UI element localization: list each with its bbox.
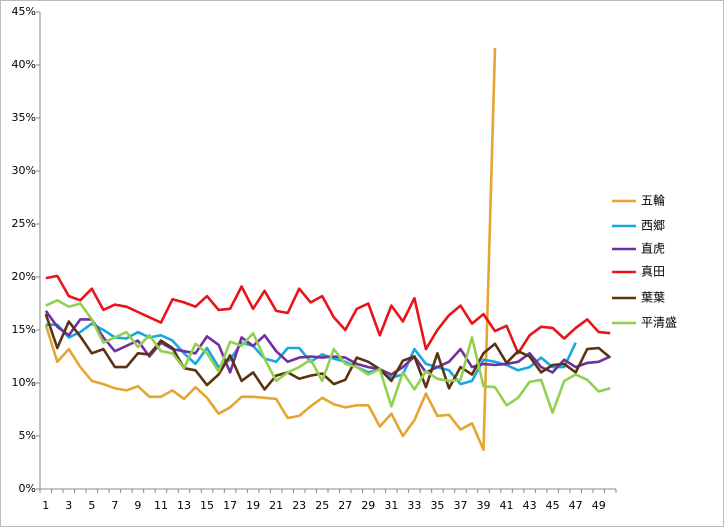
x-tick-label: 11 xyxy=(154,499,168,512)
x-tick-label: 37 xyxy=(453,499,467,512)
x-tick-label: 27 xyxy=(338,499,352,512)
legend-label: 直虎 xyxy=(641,242,665,256)
series-line xyxy=(45,299,611,414)
x-tick-label: 35 xyxy=(430,499,444,512)
x-tick-label: 31 xyxy=(384,499,398,512)
x-tick-label: 21 xyxy=(269,499,283,512)
y-tick-label: 5% xyxy=(19,429,36,442)
x-tick-label: 29 xyxy=(361,499,375,512)
x-tick-label: 9 xyxy=(134,499,141,512)
x-tick-label: 5 xyxy=(88,499,95,512)
legend-label: 五輪 xyxy=(641,193,665,208)
x-tick-label: 39 xyxy=(477,499,491,512)
x-tick-label: 41 xyxy=(500,499,514,512)
y-tick-label: 25% xyxy=(12,217,36,230)
legend-label: 真田 xyxy=(641,265,665,279)
legend-label: 西郷 xyxy=(641,219,665,233)
y-tick-label: 35% xyxy=(12,111,36,124)
y-tick-label: 0% xyxy=(19,482,36,495)
x-tick-label: 25 xyxy=(315,499,329,512)
x-tick-label: 13 xyxy=(177,499,191,512)
x-tick-label: 19 xyxy=(246,499,260,512)
x-tick-label: 15 xyxy=(200,499,214,512)
y-tick-label: 10% xyxy=(12,376,36,389)
y-tick-label: 15% xyxy=(12,323,36,336)
x-tick-label: 33 xyxy=(407,499,421,512)
legend-label: 平清盛 xyxy=(641,315,677,330)
x-tick-label: 45 xyxy=(546,499,560,512)
x-tick-label: 3 xyxy=(65,499,72,512)
y-tick-label: 20% xyxy=(12,270,36,283)
x-tick-label: 7 xyxy=(111,499,118,512)
series-line xyxy=(44,47,497,452)
y-tick-label: 40% xyxy=(12,58,36,71)
x-tick-label: 23 xyxy=(292,499,306,512)
y-tick-label: 45% xyxy=(12,5,36,18)
x-tick-label: 43 xyxy=(523,499,537,512)
y-tick-label: 30% xyxy=(12,164,36,177)
x-tick-label: 49 xyxy=(592,499,606,512)
series-line xyxy=(45,274,611,355)
x-tick-label: 1 xyxy=(42,499,49,512)
x-tick-label: 47 xyxy=(569,499,583,512)
x-tick-label: 17 xyxy=(223,499,237,512)
legend-label: 葉葉 xyxy=(641,291,665,305)
series-line xyxy=(44,313,612,391)
